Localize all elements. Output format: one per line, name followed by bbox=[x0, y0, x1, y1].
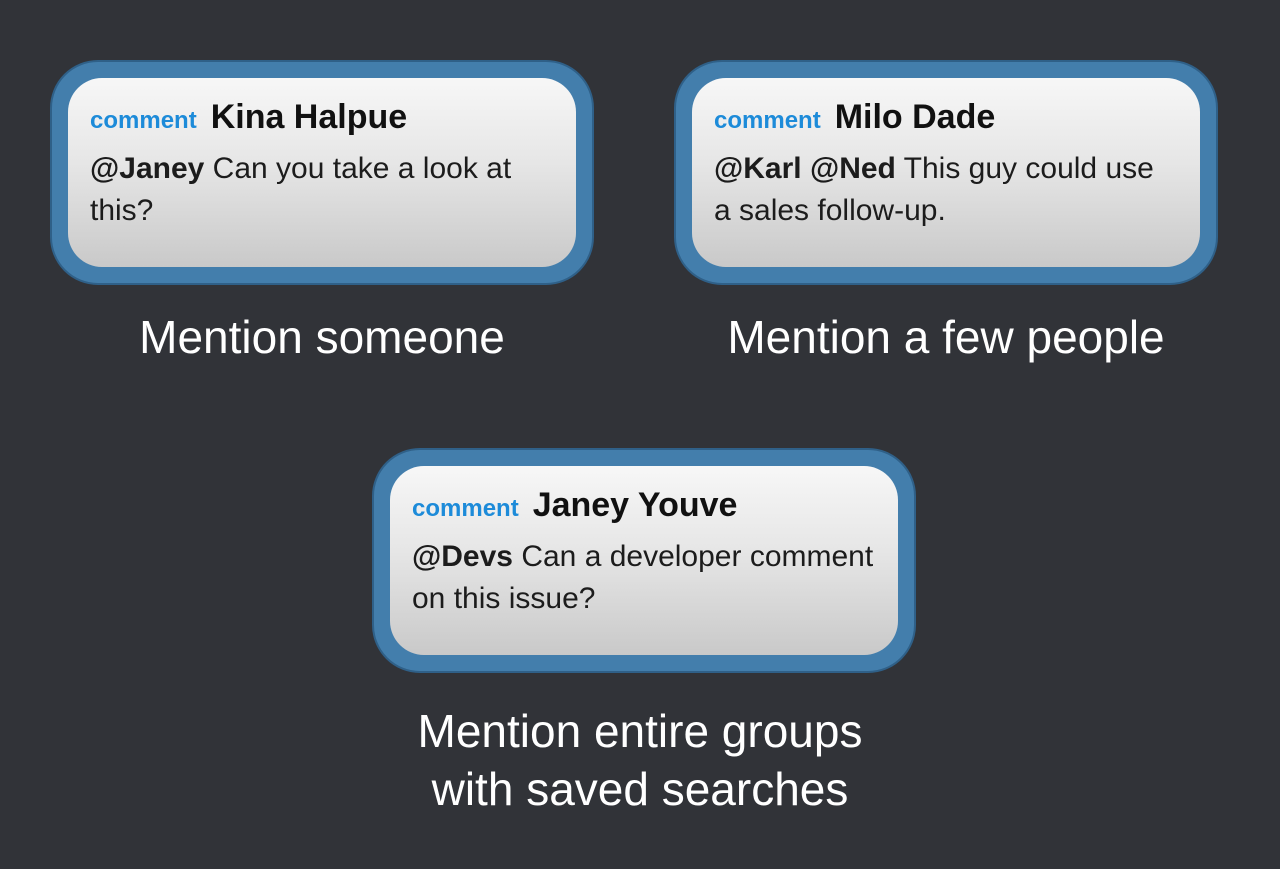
comment-tag: comment bbox=[90, 107, 197, 134]
caption-line-2: with saved searches bbox=[431, 763, 849, 815]
comment-message: This guy could use a sales follow-up. bbox=[714, 152, 1154, 227]
comment-mentions: @Karl @Ned bbox=[714, 152, 896, 185]
comment-card-mention-someone: comment Kina Halpue @Janey Can you take … bbox=[50, 60, 594, 285]
comment-mentions: @Devs bbox=[412, 540, 513, 573]
comment-message: Can a developer comment on this issue? bbox=[412, 540, 874, 615]
comment-author: Milo Dade bbox=[834, 98, 996, 136]
comment-body: @Janey Can you take a look at this? bbox=[90, 148, 554, 232]
caption-mention-someone: Mention someone bbox=[139, 311, 505, 363]
caption-mention-groups: Mention entire groups with saved searche… bbox=[340, 702, 940, 818]
comment-card-inner: comment Kina Halpue @Janey Can you take … bbox=[68, 78, 576, 267]
comment-tag: comment bbox=[412, 495, 519, 522]
comment-card-mention-groups: comment Janey Youve @Devs Can a develope… bbox=[372, 448, 916, 673]
comment-header: comment Milo Dade bbox=[714, 98, 1178, 140]
comment-card-mention-few-people: comment Milo Dade @Karl @Ned This guy co… bbox=[674, 60, 1218, 285]
comment-header: comment Janey Youve bbox=[412, 486, 876, 528]
comment-tag: comment bbox=[714, 107, 821, 134]
comment-body: @Karl @Ned This guy could use a sales fo… bbox=[714, 148, 1178, 232]
caption-mention-few-people: Mention a few people bbox=[727, 311, 1165, 363]
comment-card-inner: comment Janey Youve @Devs Can a develope… bbox=[390, 466, 898, 655]
caption-line-1: Mention entire groups bbox=[417, 705, 863, 757]
comment-body: @Devs Can a developer comment on this is… bbox=[412, 536, 876, 620]
comment-mentions: @Janey bbox=[90, 152, 205, 185]
comment-author: Kina Halpue bbox=[210, 98, 408, 136]
comment-header: comment Kina Halpue bbox=[90, 98, 554, 140]
comment-author: Janey Youve bbox=[532, 486, 738, 524]
comment-card-inner: comment Milo Dade @Karl @Ned This guy co… bbox=[692, 78, 1200, 267]
comment-message: Can you take a look at this? bbox=[90, 152, 512, 227]
